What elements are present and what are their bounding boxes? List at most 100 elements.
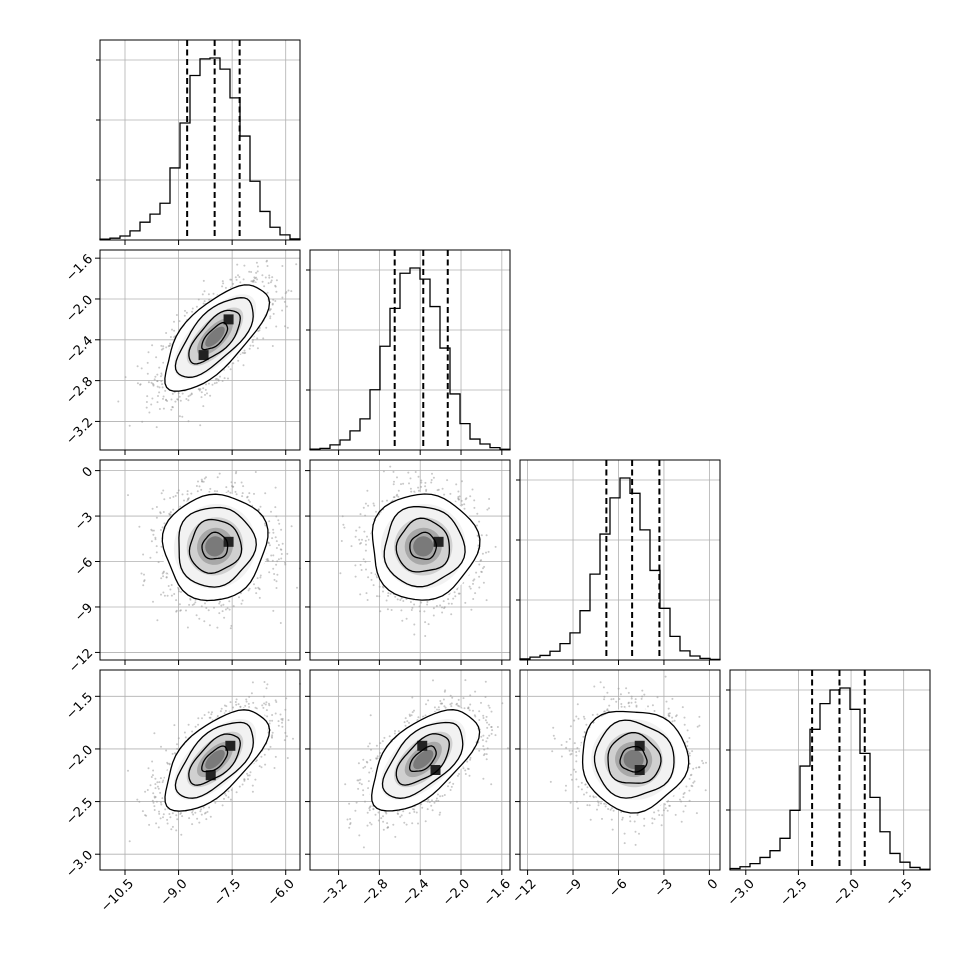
sample-point [427, 623, 430, 626]
sample-point [426, 601, 429, 603]
sample-point [420, 485, 423, 488]
sample-point [454, 595, 457, 598]
sample-point [216, 626, 219, 629]
sample-point [255, 261, 258, 264]
contour-level-1 [188, 309, 241, 365]
sample-point [270, 279, 273, 282]
histogram-step-line [729, 687, 931, 870]
sample-point [230, 624, 233, 627]
sample-point [162, 570, 165, 573]
sample-point [281, 309, 284, 312]
sample-point [177, 392, 180, 395]
sample-point [168, 344, 171, 347]
sample-point [225, 486, 228, 489]
sample-point [203, 477, 206, 480]
sample-point [151, 382, 154, 385]
sample-point [257, 330, 260, 333]
sample-point [254, 587, 257, 590]
sample-point [197, 480, 199, 483]
sample-point [486, 508, 489, 511]
sample-point [272, 298, 275, 301]
sample-point [364, 560, 367, 563]
sample-point [162, 575, 165, 578]
sample-point [140, 572, 143, 575]
sample-point [432, 614, 435, 617]
sample-point [439, 604, 442, 607]
sample-point [408, 482, 410, 485]
sample-point [230, 481, 233, 484]
sample-point [229, 627, 232, 630]
sample-point [268, 276, 271, 279]
sample-point [275, 587, 278, 589]
sample-point [221, 285, 224, 288]
sample-point [373, 504, 376, 507]
sample-point [447, 602, 450, 605]
sample-point [203, 290, 206, 293]
sample-point [232, 362, 235, 365]
sample-point [284, 292, 287, 295]
sample-point [201, 480, 204, 483]
sample-point [219, 375, 221, 378]
sample-point [272, 567, 275, 570]
sample-point [488, 498, 491, 500]
sample-point [274, 486, 277, 489]
sample-point [177, 588, 180, 591]
sample-point [266, 558, 269, 560]
sample-point [206, 392, 208, 395]
sample-point [360, 569, 363, 571]
scatter-panel-0-2 [95, 459, 301, 665]
sample-point [220, 604, 223, 607]
sample-point [163, 498, 166, 501]
sample-point [424, 485, 427, 488]
sample-point [242, 364, 245, 367]
sample-point [253, 492, 255, 495]
sample-point [256, 347, 259, 350]
sample-point [269, 317, 272, 320]
sample-point [160, 492, 163, 495]
sample-point [178, 320, 181, 323]
sample-point [161, 572, 164, 575]
sample-point [364, 514, 367, 517]
sample-point [389, 592, 392, 595]
sample-point [238, 276, 241, 278]
scatter-panel-1-2 [305, 459, 511, 665]
sample-point [190, 392, 193, 395]
peak-cells [198, 314, 234, 361]
sample-point [275, 290, 278, 293]
sample-point [203, 300, 206, 303]
sample-point [185, 609, 187, 612]
sample-point [162, 345, 165, 348]
sample-point [170, 398, 173, 401]
sample-point [268, 544, 271, 547]
sample-point [271, 537, 274, 540]
sample-point [155, 545, 158, 548]
sample-point [124, 376, 127, 379]
sample-point [165, 572, 168, 575]
sample-point [279, 622, 282, 624]
sample-point [167, 585, 170, 587]
sample-point [281, 296, 284, 299]
sample-point [127, 494, 129, 497]
sample-point [231, 485, 234, 488]
sample-point [266, 291, 269, 294]
sample-point [465, 497, 468, 500]
sample-point [181, 493, 184, 496]
sample-point [273, 573, 276, 575]
sample-point [265, 326, 268, 329]
sample-point [199, 388, 202, 391]
sample-point [200, 396, 203, 399]
sample-point [176, 491, 179, 494]
sample-point [158, 366, 161, 369]
sample-point [295, 263, 298, 266]
sample-point [375, 510, 377, 513]
sample-point [160, 577, 163, 580]
panel-frame [309, 249, 511, 451]
panel-frame [99, 39, 301, 241]
sample-point [156, 385, 159, 388]
sample-point [485, 534, 488, 537]
sample-point [235, 493, 238, 496]
sample-point [378, 585, 381, 588]
sample-point [272, 531, 275, 534]
sample-point [152, 600, 154, 603]
sample-point [158, 408, 161, 410]
